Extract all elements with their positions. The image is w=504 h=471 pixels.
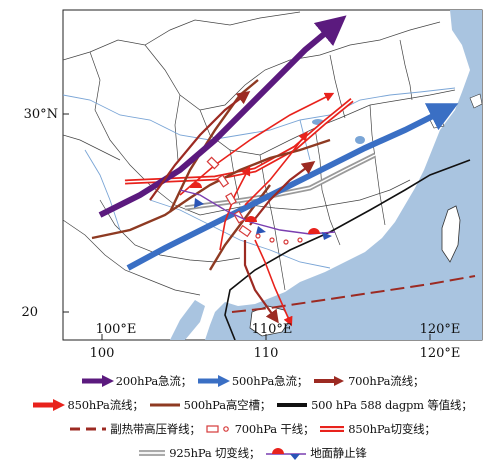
legend-item-850hpa-shear: 850hPa切变线； <box>318 421 436 437</box>
legend: 200hPa急流； 500hPa急流； 700hPa流线； 850hPa流线； … <box>0 368 504 471</box>
legend-row-2: 850hPa流线； 500hPa高空槽； 500 hPa 588 dagpm 等… <box>0 394 504 416</box>
lat-label-30n: 30°N <box>24 107 58 122</box>
lon-label-120e: 120°E <box>420 346 461 361</box>
shear-925hpa <box>184 154 376 209</box>
ocean-area <box>205 10 482 340</box>
rivers <box>63 87 456 269</box>
dashed-line-icon <box>70 427 107 431</box>
shear-850hpa <box>124 99 353 183</box>
lon-label-110: 110 <box>254 346 279 361</box>
legend-row-3: 副热带高压脊线； 700hPa 干线； 850hPa切变线； <box>0 418 504 440</box>
dryline-700hpa <box>206 156 303 245</box>
brown-line-icon <box>149 403 180 407</box>
legend-item-200hpa-jet: 200hPa急流； <box>80 373 192 389</box>
legend-item-500hpa-trough: 500hPa高空槽； <box>148 397 271 413</box>
double-line-icon <box>320 426 345 432</box>
red-arrow-icon <box>33 399 66 411</box>
purple-arrow-icon <box>81 375 114 387</box>
taiwan-island <box>441 205 461 263</box>
legend-item-700hpa-streamline: 700hPa流线； <box>312 373 424 389</box>
front-icon <box>266 448 307 460</box>
legend-item-700hpa-dryline: 700hPa 干线； <box>205 421 314 437</box>
legend-item-stationary-front: 地面静止锋 <box>264 445 367 461</box>
legend-row-4: 925hPa 切变线； 地面静止锋 <box>0 442 504 464</box>
streamlines-700hpa <box>149 91 316 324</box>
dryline-icon <box>206 425 229 433</box>
jet-200hpa <box>98 15 347 218</box>
inner-lon-label-100e: 100°E <box>96 322 137 337</box>
lon-label-100: 100 <box>90 346 115 361</box>
legend-item-925hpa-shear: 925hPa 切变线； <box>137 445 260 461</box>
blue-arrow-icon <box>197 375 230 387</box>
inner-lon-label-120e: 120°E <box>420 322 461 337</box>
lat-label-20: 20 <box>21 305 38 320</box>
streamlines-850hpa <box>179 92 335 327</box>
stationary-front <box>179 182 336 240</box>
black-line-icon <box>277 403 308 407</box>
jet-500hpa <box>126 103 459 271</box>
legend-row-1: 200hPa急流； 500hPa急流； 700hPa流线； <box>0 370 504 392</box>
darkred-arrow-icon <box>314 376 345 386</box>
weather-map: 30°N 20 100°E 110°E 120°E 100 110 120°E <box>21 9 483 361</box>
inner-lon-label-110e: 110°E <box>252 322 293 337</box>
legend-item-500hpa-jet: 500hPa急流； <box>196 373 308 389</box>
gray-double-line-icon <box>139 450 166 456</box>
legend-item-588-contour: 500 hPa 588 dagpm 等值线； <box>275 397 473 413</box>
legend-item-850hpa-streamline: 850hPa流线； <box>31 397 144 413</box>
contour-588-dagpm <box>224 159 471 340</box>
legend-item-subtropical-ridge: 副热带高压脊线； <box>68 421 201 437</box>
